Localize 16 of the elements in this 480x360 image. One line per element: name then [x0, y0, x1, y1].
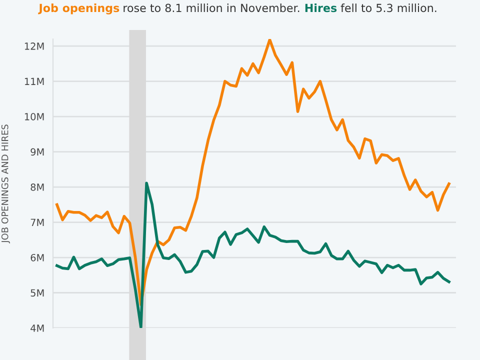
- y-tick-label: 12M: [24, 42, 44, 50]
- y-tick-label: 7M: [30, 218, 44, 226]
- y-tick-label: 8M: [30, 184, 44, 191]
- text: fell to 5.3 million.: [340, 4, 436, 12]
- text: Hires: [305, 4, 337, 12]
- y-axis-title: JOB OPENINGS AND HIRES: [1, 124, 10, 244]
- y-tick-label: 10M: [24, 113, 44, 120]
- text: rose to 8.1 million in November.: [124, 4, 300, 12]
- line-series: [56, 39, 450, 306]
- text: Job openings: [38, 4, 120, 14]
- y-tick-label: 11M: [24, 78, 44, 85]
- y-tick-label: 9M: [30, 148, 44, 156]
- y-tick-label: 6M: [30, 254, 44, 262]
- y-tick-label: 5M: [30, 289, 44, 297]
- line-series: [56, 182, 450, 328]
- y-tick-label: 4M: [30, 324, 44, 332]
